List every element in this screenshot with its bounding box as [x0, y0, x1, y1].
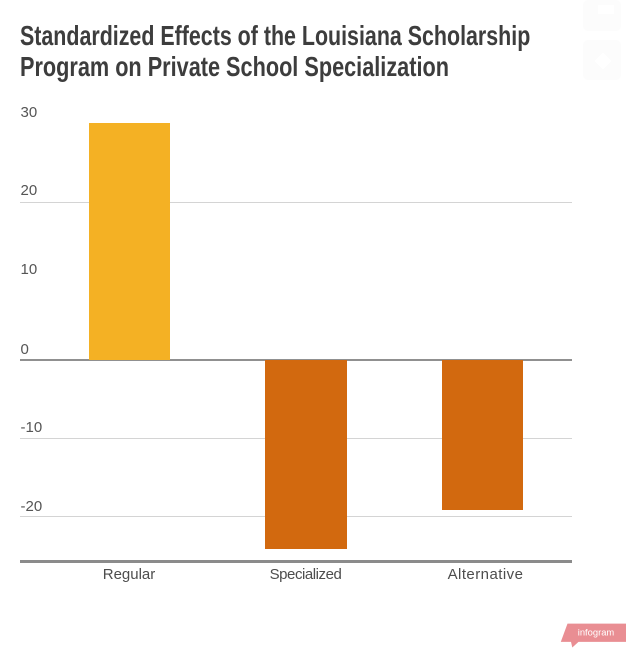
svg-text:infogram: infogram [578, 627, 615, 638]
